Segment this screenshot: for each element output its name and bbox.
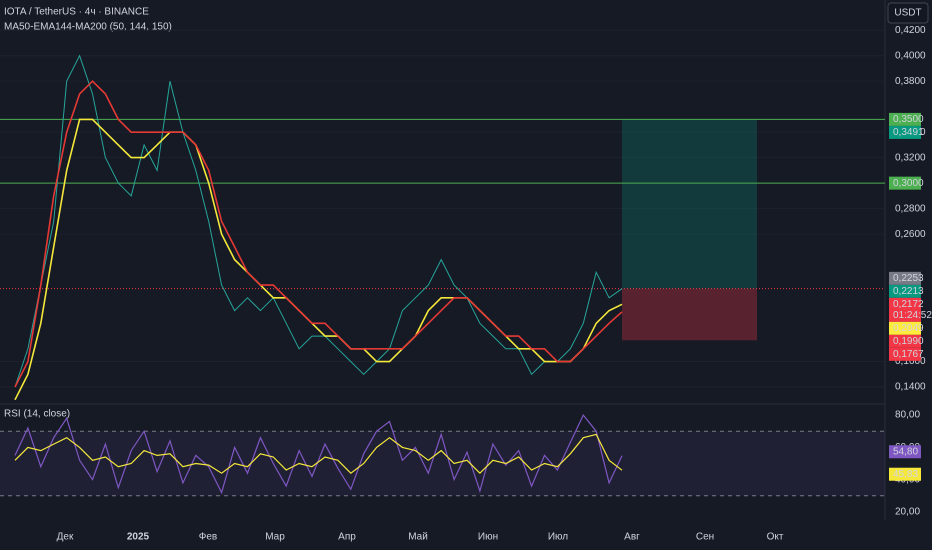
price-tag: [889, 297, 921, 322]
time-label: Июл: [548, 532, 568, 543]
price-tag: [889, 321, 921, 335]
take-profit-zone: [622, 119, 757, 289]
price-tick-label: 0,4000: [895, 50, 926, 61]
price-tick-label: 0,2600: [895, 229, 926, 240]
price-tag-label: 0,3000: [893, 178, 924, 189]
price-tag: [889, 125, 921, 139]
price-tag: [889, 347, 921, 361]
rsi-tag: [889, 467, 921, 481]
price-tag-label: 0,1990: [893, 336, 924, 347]
indicator-legend: MA50-EMA144-MA200 (50, 144, 150): [4, 22, 172, 33]
time-label: Авг: [624, 532, 640, 543]
rsi-tag: [889, 445, 921, 459]
price-tag: [889, 176, 921, 190]
time-label: Апр: [338, 532, 356, 543]
time-label: Окт: [767, 532, 784, 543]
price-line: [14, 54, 623, 388]
price-line: [14, 80, 623, 388]
price-tag-label: 0,3491: [893, 127, 924, 138]
rsi-line: [14, 413, 623, 495]
stop-loss-zone: [622, 288, 757, 341]
time-label: 2025: [127, 532, 150, 543]
rsi-tag-label: 45,83: [893, 469, 918, 480]
price-tag: [889, 271, 921, 285]
price-tag: [889, 112, 921, 126]
rsi-tick-label: 20,00: [895, 507, 920, 518]
symbol-title: IOTA / TetherUS · 4ч · BINANCE: [4, 7, 149, 18]
price-tick-label: 0,2800: [895, 203, 926, 214]
time-label: Июн: [478, 532, 498, 543]
price-tag-label: 0,1767: [893, 349, 924, 360]
price-tag-label: 0,2213: [893, 286, 924, 297]
price-tag-label: 0,2253: [893, 273, 924, 284]
price-tick-label: 0,1600: [895, 356, 926, 367]
price-tick-label: 0,3800: [895, 76, 926, 87]
price-tag-label: 0,2049: [893, 323, 924, 334]
price-tick-label: 0,4200: [895, 25, 926, 36]
time-label: Мар: [265, 532, 285, 543]
time-label: Дек: [57, 532, 74, 543]
price-tag: [889, 334, 921, 348]
rsi-tag-label: 54,80: [893, 446, 918, 457]
rsi-title: RSI (14, close): [4, 409, 70, 420]
price-line: [14, 118, 623, 401]
rsi-line: [14, 433, 623, 475]
price-tick-label: 0,3200: [895, 152, 926, 163]
price-countdown: 01:24:52: [893, 310, 932, 321]
price-tag: [889, 284, 921, 298]
currency-button[interactable]: [887, 2, 929, 24]
time-label: Сен: [696, 532, 714, 543]
time-label: Май: [408, 532, 428, 543]
time-label: Фев: [199, 532, 217, 543]
price-tag-label: 0,2172: [893, 299, 924, 310]
currency-button-label[interactable]: USDT: [894, 8, 921, 19]
price-tick-label: 0,1400: [895, 382, 926, 393]
rsi-tick-label: 80,00: [895, 410, 920, 421]
price-tag-label: 0,3500: [893, 114, 924, 125]
